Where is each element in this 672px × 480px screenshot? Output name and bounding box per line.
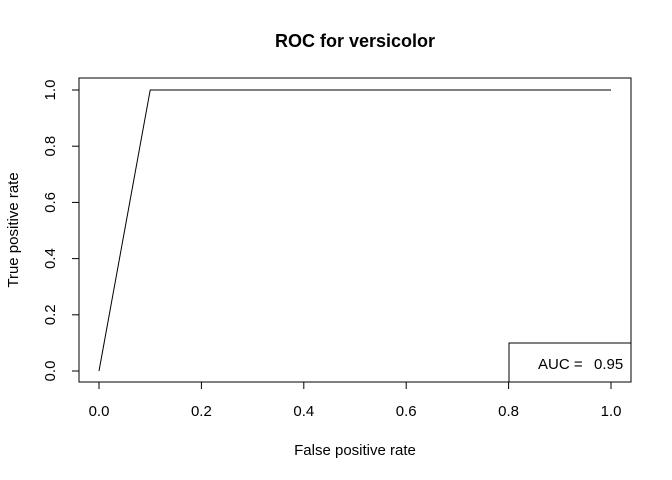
y-tick-label: 0.8 xyxy=(42,136,59,157)
legend-auc-value: 0.95 xyxy=(594,356,623,373)
x-tick-label: 0.8 xyxy=(498,403,519,420)
x-axis-label: False positive rate xyxy=(294,442,416,459)
series-layer xyxy=(98,89,611,372)
roc-curve-line xyxy=(98,89,611,372)
y-axis-label: True positive rate xyxy=(5,172,22,287)
x-axis-ticks: 0.0 0.2 0.4 0.6 0.8 1.0 xyxy=(89,382,622,420)
y-tick-label: 0.2 xyxy=(42,304,59,325)
y-tick-label: 0.4 xyxy=(42,248,59,269)
x-tick-label: 0.0 xyxy=(89,403,110,420)
x-tick-label: 1.0 xyxy=(601,403,622,420)
legend-auc-label: AUC = xyxy=(538,356,587,373)
y-tick-label: 0.0 xyxy=(42,361,59,382)
y-tick-label: 1.0 xyxy=(42,80,59,101)
y-axis-ticks: 0.0 0.2 0.4 0.6 0.8 1.0 xyxy=(42,80,79,382)
legend-box: AUC = 0.95 xyxy=(508,342,632,383)
x-tick-label: 0.6 xyxy=(396,403,417,420)
x-tick-label: 0.4 xyxy=(293,403,314,420)
plot-frame xyxy=(78,77,632,383)
x-tick-label: 0.2 xyxy=(191,403,212,420)
legend-frame xyxy=(508,342,632,383)
chart-title: ROC for versicolor xyxy=(275,31,435,51)
y-tick-label: 0.6 xyxy=(42,192,59,213)
